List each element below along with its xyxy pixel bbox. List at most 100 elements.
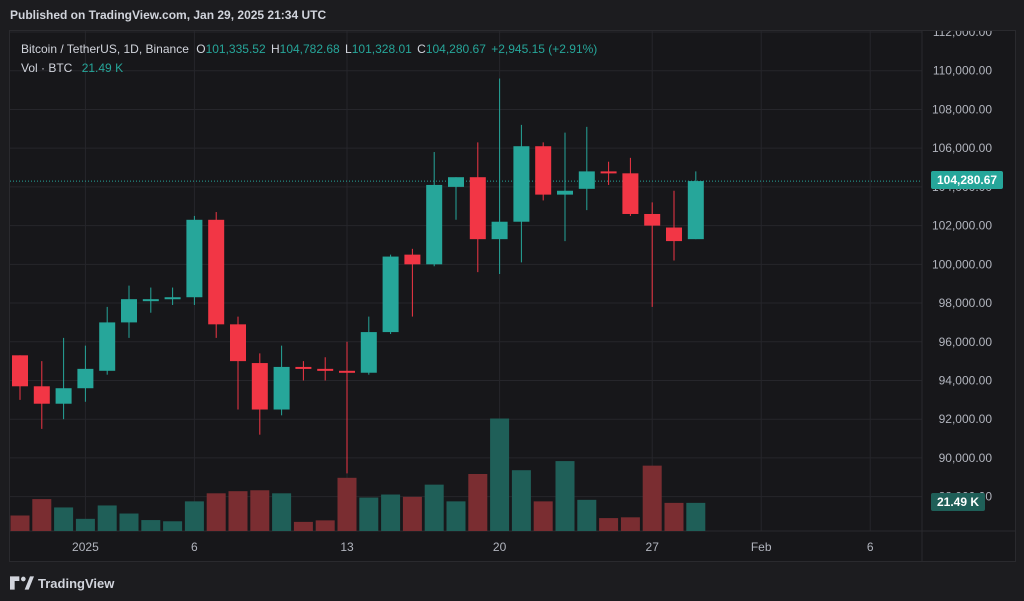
volume-bar xyxy=(293,521,313,531)
volume-bar xyxy=(446,501,466,531)
y-tick-label: 96,000.00 xyxy=(939,335,993,349)
candle-body xyxy=(513,146,530,222)
candle-body xyxy=(317,368,334,371)
candle-body xyxy=(644,213,661,226)
y-tick-label: 90,000.00 xyxy=(939,451,993,465)
header-bar: Published on TradingView.com, Jan 29, 20… xyxy=(0,0,1024,30)
brand-name[interactable]: TradingView xyxy=(38,575,115,591)
candle-body xyxy=(230,324,246,362)
candle-body xyxy=(578,171,595,189)
volume-label[interactable]: Vol · BTC xyxy=(21,61,73,75)
volume-bar xyxy=(250,490,270,531)
volume-bar xyxy=(141,520,161,531)
volume-bar xyxy=(184,501,204,531)
volume-bar xyxy=(555,461,575,531)
footer: TradingView xyxy=(0,568,1024,598)
x-tick-label: 27 xyxy=(646,540,660,554)
candle-body xyxy=(164,297,181,300)
change-value: +2,945.15 (+2.91%) xyxy=(491,42,598,56)
candle-body xyxy=(273,366,290,410)
y-tick-label: 106,000.00 xyxy=(932,141,992,155)
low-label: L xyxy=(345,42,352,56)
candle-body xyxy=(33,386,50,404)
y-tick-label: 110,000.00 xyxy=(933,64,992,78)
volume-bar xyxy=(75,518,95,531)
published-text: Published on TradingView.com, Jan 29, 20… xyxy=(10,8,327,22)
volume-bar xyxy=(402,496,422,531)
candle-body xyxy=(666,227,682,242)
candle-body xyxy=(687,181,704,240)
volume-bar xyxy=(315,520,335,531)
candle-body xyxy=(491,221,508,240)
y-tick-label: 112,000.00 xyxy=(933,31,992,39)
volume-bar xyxy=(228,491,248,531)
y-tick-label: 94,000.00 xyxy=(939,373,993,387)
candlestick-chart[interactable]: 88,000.0090,000.0092,000.0094,000.0096,0… xyxy=(10,31,1015,561)
volume-bar xyxy=(32,499,52,531)
volume-bar xyxy=(337,477,357,531)
candle-body xyxy=(186,219,203,298)
open-value: 101,335.52 xyxy=(205,42,266,56)
volume-bar xyxy=(10,515,30,531)
y-tick-label: 102,000.00 xyxy=(932,219,992,233)
x-tick-label: 20 xyxy=(493,540,507,554)
close-label: C xyxy=(417,42,426,56)
open-label: O xyxy=(196,42,206,56)
candle-body xyxy=(557,190,573,195)
volume-bar xyxy=(97,505,117,531)
x-tick-label: 6 xyxy=(191,540,198,554)
candle-body xyxy=(295,366,312,369)
volume-bar xyxy=(490,418,510,531)
candle-body xyxy=(99,322,116,371)
volume-bar xyxy=(686,502,706,531)
volume-bar xyxy=(533,501,553,531)
volume-bar xyxy=(206,493,226,531)
volume-value: 21.49 K xyxy=(81,61,124,75)
candle-body xyxy=(448,177,464,187)
close-value: 104,280.67 xyxy=(425,42,486,56)
x-tick-label: 2025 xyxy=(72,540,99,554)
chart-legend: Bitcoin / TetherUS, 1D, Binance O101,335… xyxy=(21,40,597,78)
y-tick-label: 100,000.00 xyxy=(932,257,992,271)
last-price-tag: 104,280.67 xyxy=(931,171,1004,190)
high-label: H xyxy=(270,42,280,56)
candle-body xyxy=(360,332,377,373)
volume-bar xyxy=(272,493,292,531)
volume-bar xyxy=(359,497,379,531)
candle-body xyxy=(426,184,443,265)
tradingview-logo-icon[interactable] xyxy=(10,576,34,590)
candle-body xyxy=(339,370,355,373)
x-tick-label: Feb xyxy=(751,540,772,554)
volume-bar xyxy=(381,494,401,531)
volume-bar xyxy=(424,484,444,531)
volume-bar xyxy=(163,521,183,531)
x-tick-label: 13 xyxy=(340,540,354,554)
volume-bar xyxy=(119,513,139,531)
volume-bar xyxy=(642,465,662,531)
candle-body xyxy=(251,363,268,410)
candle-body xyxy=(600,171,617,174)
symbol-label[interactable]: Bitcoin / TetherUS, 1D, Binance xyxy=(21,42,189,56)
high-value: 104,782.68 xyxy=(279,42,340,56)
volume-bar xyxy=(511,470,531,531)
y-tick-label: 108,000.00 xyxy=(932,102,992,116)
candle-body xyxy=(77,368,94,389)
volume-bar xyxy=(599,518,619,531)
candle-body xyxy=(535,146,552,195)
low-value: 101,328.01 xyxy=(351,42,412,56)
last-volume-tag: 21.49 K xyxy=(931,492,986,511)
volume-bar xyxy=(620,517,640,531)
y-tick-label: 92,000.00 xyxy=(939,412,993,426)
chart-frame[interactable]: 88,000.0090,000.0092,000.0094,000.0096,0… xyxy=(9,30,1016,562)
x-tick-label: 6 xyxy=(867,540,874,554)
candle-body xyxy=(469,177,486,240)
volume-bar xyxy=(664,502,684,531)
volume-bar xyxy=(54,507,74,531)
candle-body xyxy=(121,299,137,323)
candle-body xyxy=(208,219,225,325)
candle-body xyxy=(12,355,28,387)
candle-body xyxy=(622,173,639,214)
volume-bar xyxy=(577,499,597,531)
y-tick-label: 98,000.00 xyxy=(939,296,993,310)
candle-body xyxy=(382,256,399,333)
